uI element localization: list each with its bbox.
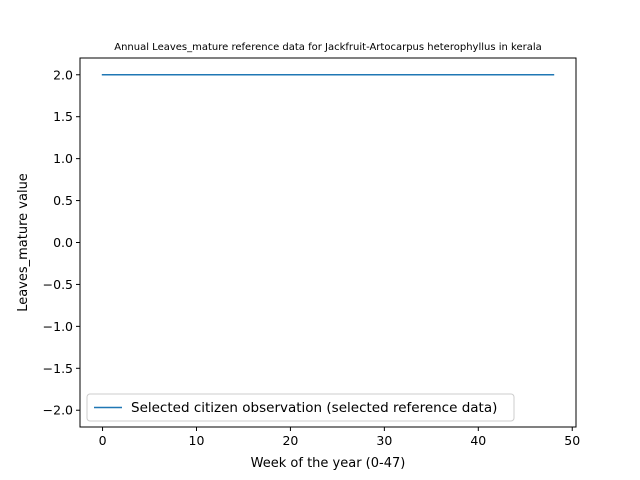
y-tick-label: 1.0 — [53, 151, 73, 166]
x-axis-label: Week of the year (0-47) — [251, 456, 406, 471]
y-tick-label: −2.0 — [43, 403, 73, 418]
x-tick-label: 10 — [189, 433, 205, 448]
x-axis-ticks: 0 10 20 30 40 50 — [99, 427, 580, 448]
x-tick-label: 0 — [99, 433, 107, 448]
y-tick-label: −0.5 — [43, 277, 73, 292]
y-tick-label: 0.0 — [53, 235, 73, 250]
chart-title: Annual Leaves_mature reference data for … — [114, 42, 542, 53]
legend: Selected citizen observation (selected r… — [86, 393, 515, 422]
y-tick-label: 0.5 — [53, 193, 73, 208]
y-tick-label: −1.5 — [43, 361, 73, 376]
x-tick-label: 30 — [376, 433, 392, 448]
y-tick-label: −1.0 — [43, 319, 73, 334]
legend-label: Selected citizen observation (selected r… — [131, 400, 497, 416]
x-tick-label: 20 — [282, 433, 298, 448]
y-axis-ticks: 2.0 1.5 1.0 0.5 0.0 −0.5 −1.0 −1.5 −2.0 — [43, 67, 80, 418]
x-tick-label: 40 — [470, 433, 486, 448]
x-tick-label: 50 — [564, 433, 580, 448]
legend-box — [86, 393, 515, 422]
y-tick-label: 2.0 — [53, 67, 73, 82]
y-axis-label: Leaves_mature value — [16, 173, 31, 312]
y-tick-label: 1.5 — [53, 109, 73, 124]
